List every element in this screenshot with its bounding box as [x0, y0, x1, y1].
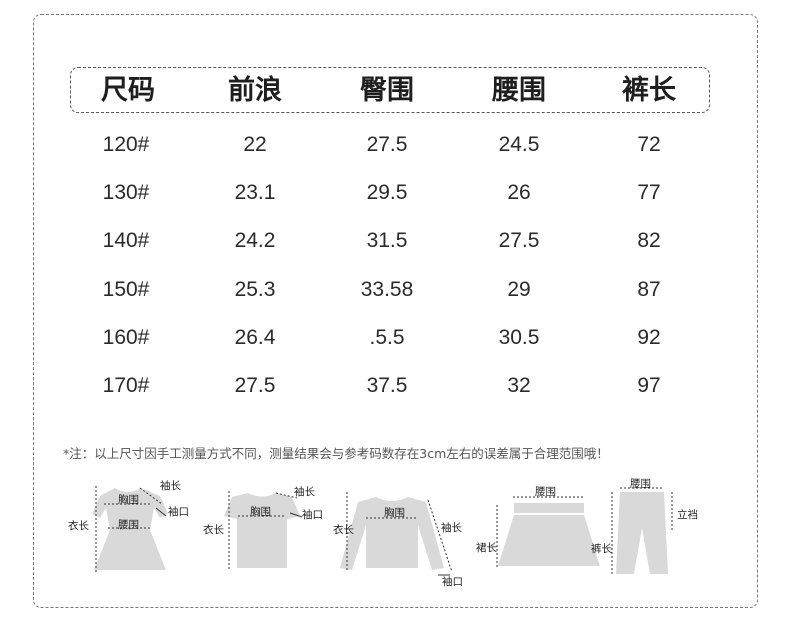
tshirt-cuff-line	[289, 512, 303, 518]
cell-size: 170#	[102, 374, 150, 397]
skirt-diagram	[496, 496, 600, 568]
header-length: 裤长	[622, 75, 676, 106]
cell-hip: 31.5	[366, 229, 408, 252]
tshirt-shape	[224, 493, 300, 568]
cell-length: 92	[637, 326, 661, 349]
header-front-rise: 前浪	[228, 75, 282, 106]
header-waist: 腰围	[492, 75, 546, 106]
skirt-shape	[498, 515, 600, 566]
cell-size: 150#	[102, 278, 150, 301]
cell-front-rise: 26.4	[234, 326, 276, 349]
header-hip: 臀围	[360, 75, 414, 106]
pants-diagram	[611, 487, 673, 576]
tshirt-sleeve-line	[275, 492, 298, 499]
dress-diagram	[92, 486, 168, 572]
sweater-sleeve-label: 袖长	[441, 522, 462, 534]
skirt-waistband	[514, 503, 584, 513]
dress-chest-label: 胸围	[118, 494, 139, 506]
dress-sleeve-label: 袖长	[160, 480, 181, 492]
cell-front-rise: 27.5	[234, 374, 276, 397]
tshirt-chest-label: 胸围	[250, 506, 271, 518]
dress-sleeve-line	[139, 487, 163, 505]
dress-shape	[92, 488, 168, 570]
cell-front-rise: 24.2	[234, 229, 276, 252]
measurement-note: *注：以上尺寸因手工测量方式不同，测量结果会与参考码数存在3cm左右的误差属于合…	[63, 446, 609, 461]
tshirt-diagram	[224, 491, 303, 570]
dress-waist-label: 腰围	[118, 519, 139, 531]
cell-waist: 24.5	[498, 133, 540, 156]
cell-front-rise: 22	[243, 133, 267, 156]
skirt-waist-label: 腰围	[535, 486, 556, 498]
pants-waist-label: 腰围	[630, 478, 651, 490]
cell-hip: 33.58	[360, 278, 414, 301]
sweater-sleeve-line	[427, 499, 453, 573]
dress-cuff-label: 袖口	[168, 506, 189, 518]
cell-length: 82	[637, 229, 661, 252]
cell-size: 160#	[102, 326, 150, 349]
cell-hip: .5.5	[369, 326, 405, 349]
sweater-length-label: 衣长	[333, 524, 354, 536]
pants-shape	[616, 492, 668, 574]
cell-front-rise: 25.3	[234, 278, 276, 301]
cell-length: 87	[637, 278, 661, 301]
cell-waist: 30.5	[498, 326, 540, 349]
cell-length: 77	[637, 181, 661, 204]
cell-waist: 27.5	[498, 229, 540, 252]
size-chart-frame	[33, 14, 758, 608]
table-header: 尺码 前浪 臀围 腰围 裤长	[70, 67, 710, 113]
cell-size: 130#	[102, 181, 150, 204]
cell-size: 120#	[102, 133, 150, 156]
pants-rise-label: 立裆	[677, 509, 698, 521]
header-size: 尺码	[101, 75, 155, 106]
cell-waist: 29	[507, 278, 531, 301]
sweater-chest-label: 胸围	[384, 507, 405, 519]
cell-waist: 26	[507, 181, 531, 204]
cell-hip: 29.5	[366, 181, 408, 204]
skirt-length-label: 裙长	[476, 542, 497, 554]
dress-cuff-line	[155, 507, 167, 517]
sweater-cuff-label: 袖口	[442, 576, 463, 588]
cell-length: 97	[637, 374, 661, 397]
tshirt-cuff-label: 袖口	[302, 509, 323, 521]
tshirt-length-label: 衣长	[203, 524, 224, 536]
sweater-diagram	[340, 492, 453, 576]
pants-length-label: 裤长	[591, 543, 612, 555]
cell-hip: 27.5	[366, 133, 408, 156]
dress-length-label: 衣长	[68, 520, 89, 532]
cell-size: 140#	[102, 229, 150, 252]
cell-hip: 37.5	[366, 374, 408, 397]
sweater-shape	[340, 497, 444, 570]
cell-waist: 32	[507, 374, 531, 397]
cell-front-rise: 23.1	[234, 181, 276, 204]
cell-length: 72	[637, 133, 661, 156]
tshirt-sleeve-label: 袖长	[294, 486, 315, 498]
